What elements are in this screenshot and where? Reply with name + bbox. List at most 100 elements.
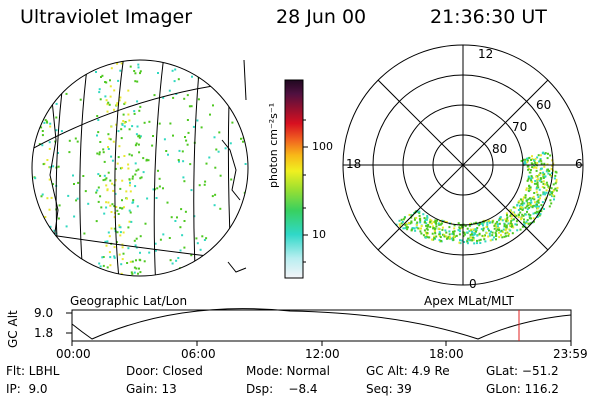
emission-pixel — [189, 163, 192, 166]
emission-pixel — [215, 148, 218, 151]
emission-pixel — [118, 145, 121, 148]
emission-pixel — [52, 60, 55, 63]
emission-pixel — [229, 258, 232, 261]
emission-pixel — [120, 62, 123, 65]
emission-pixel — [57, 152, 59, 154]
emission-pixel — [38, 257, 41, 260]
emission-pixel — [406, 228, 409, 231]
emission-pixel — [105, 244, 108, 247]
emission-pixel — [470, 233, 473, 236]
emission-pixel — [108, 137, 111, 140]
emission-pixel — [230, 81, 233, 84]
emission-pixel — [54, 85, 57, 88]
emission-pixel — [42, 253, 45, 256]
emission-pixel — [537, 154, 540, 157]
emission-pixel — [121, 246, 124, 249]
emission-pixel — [541, 201, 544, 204]
emission-pixel — [116, 231, 119, 234]
emission-pixel — [523, 202, 526, 205]
emission-pixel — [542, 193, 545, 196]
emission-pixel — [138, 109, 141, 112]
emission-pixel — [75, 61, 78, 64]
emission-pixel — [171, 262, 174, 265]
emission-pixel — [104, 178, 107, 181]
emission-pixel — [113, 205, 116, 208]
emission-pixel — [509, 210, 512, 213]
emission-pixel — [527, 178, 530, 181]
time-tick: 12:00 — [305, 347, 340, 361]
emission-pixel — [538, 188, 541, 191]
emission-pixel — [526, 208, 529, 211]
emission-pixel — [48, 166, 51, 169]
emission-pixel — [445, 235, 448, 238]
emission-pixel — [534, 157, 537, 160]
emission-pixel — [420, 227, 422, 230]
emission-pixel — [519, 205, 522, 208]
emission-pixel — [167, 153, 169, 156]
emission-pixel — [143, 121, 146, 124]
emission-pixel — [48, 178, 51, 181]
emission-pixel — [73, 183, 75, 185]
emission-pixel — [476, 239, 478, 242]
emission-pixel — [463, 233, 466, 236]
emission-pixel — [466, 231, 469, 234]
emission-pixel — [460, 226, 463, 229]
emission-pixel — [198, 266, 200, 268]
emission-pixel — [135, 142, 138, 145]
emission-pixel — [536, 181, 539, 184]
emission-pixel — [548, 205, 551, 208]
emission-pixel — [102, 264, 105, 267]
emission-pixel — [490, 230, 492, 233]
emission-pixel — [478, 222, 481, 225]
emission-pixel — [524, 162, 527, 165]
emission-pixel — [420, 225, 423, 227]
emission-pixel — [547, 172, 550, 175]
emission-pixel — [450, 237, 453, 240]
emission-pixel — [74, 137, 77, 140]
emission-pixel — [402, 218, 405, 221]
emission-pixel — [546, 168, 549, 171]
emission-pixel — [116, 209, 119, 212]
emission-pixel — [157, 72, 159, 74]
emission-pixel — [135, 267, 138, 270]
emission-pixel — [99, 265, 102, 268]
emission-pixel — [455, 234, 458, 237]
emission-pixel — [95, 71, 97, 73]
emission-pixel — [49, 122, 52, 125]
emission-pixel — [422, 234, 425, 237]
emission-pixel — [458, 241, 461, 244]
dsp-info: Dsp: −8.4 — [246, 382, 318, 396]
emission-pixel — [246, 194, 248, 197]
emission-pixel — [212, 104, 214, 107]
emission-pixel — [410, 220, 413, 223]
emission-pixel — [46, 251, 49, 254]
emission-pixel — [491, 238, 494, 241]
emission-pixel — [124, 101, 127, 104]
ip-info: IP: 9.0 — [6, 382, 48, 396]
emission-pixel — [113, 255, 116, 258]
emission-pixel — [96, 134, 98, 137]
emission-pixel — [57, 217, 60, 220]
emission-pixel — [99, 174, 102, 177]
emission-pixel — [186, 143, 189, 146]
emission-pixel — [99, 270, 102, 273]
emission-pixel — [99, 273, 102, 276]
emission-pixel — [184, 136, 186, 138]
emission-pixel — [418, 211, 421, 214]
emission-pixel — [105, 201, 108, 204]
gain-info: Gain: 13 — [126, 382, 177, 396]
emission-pixel — [98, 151, 101, 154]
emission-pixel — [399, 225, 402, 227]
emission-pixel — [478, 232, 481, 235]
emission-pixel — [535, 205, 538, 208]
emission-pixel — [220, 254, 223, 257]
emission-pixel — [529, 222, 532, 225]
emission-pixel — [423, 229, 426, 232]
emission-pixel — [497, 227, 500, 229]
emission-pixel — [196, 119, 199, 122]
emission-pixel — [166, 201, 169, 204]
emission-pixel — [540, 180, 543, 183]
emission-pixel — [525, 188, 528, 191]
emission-pixel — [108, 103, 111, 106]
emission-pixel — [47, 79, 50, 82]
